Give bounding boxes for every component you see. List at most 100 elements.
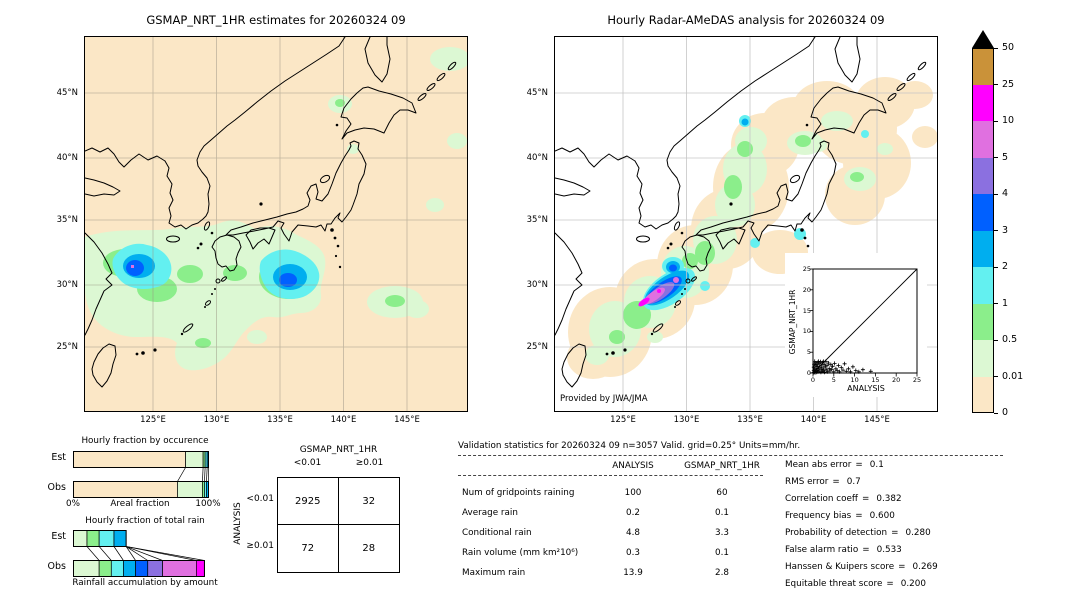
- stats-row: Rain volume (mm km²10⁶) 0.3 0.1: [458, 548, 1003, 562]
- stat-label: Maximum rain: [462, 568, 526, 578]
- lat-tick-label: 45°N: [56, 88, 78, 98]
- contingency-cell: 72: [278, 525, 339, 572]
- contingency-table: 2925 32 72 28: [277, 477, 400, 573]
- inset-y-tick: 15: [802, 306, 811, 315]
- colorbar-segment: [972, 230, 994, 267]
- areal-fraction-100: 100%: [195, 499, 221, 509]
- stat-label: Num of gridpoints raining: [462, 488, 575, 498]
- precip-colorbar: 50 25 10 5 4 3 2 1 0.5 0.01 0: [972, 30, 1034, 430]
- equals-sign: =: [886, 579, 894, 589]
- stat-analysis-value: 0.2: [626, 508, 640, 518]
- areal-fraction-0: 0%: [66, 499, 80, 509]
- lat-tick-label: 40°N: [526, 153, 548, 163]
- stats-row: Average rain 0.2 0.1: [458, 508, 1003, 522]
- lat-tick-label: 45°N: [526, 88, 548, 98]
- stat-gsmap-value: 3.3: [715, 528, 729, 538]
- inset-x-tick: 10: [850, 376, 859, 384]
- inset-x-tick: 5: [831, 376, 836, 384]
- colorbar-tick-label: 0: [1002, 407, 1009, 418]
- stat-analysis-value: 13.9: [623, 568, 643, 578]
- contingency-cell: 2925: [278, 478, 339, 525]
- inset-y-tick: 25: [802, 265, 811, 273]
- score-value: 0.600: [869, 511, 895, 521]
- stats-header: Validation statistics for 20260324 09 n=…: [458, 441, 801, 451]
- contingency-col-label: <0.01: [293, 458, 322, 468]
- grid-layer: [85, 37, 467, 411]
- stat-label: Average rain: [462, 508, 518, 518]
- totalrain-bars: [73, 530, 205, 577]
- lon-tick-label: 135°E: [267, 415, 293, 425]
- colorbar-segment: [972, 376, 994, 413]
- contingency-row-axis: ANALYSIS: [233, 502, 243, 545]
- lon-tick-label: 135°E: [737, 415, 763, 425]
- colorbar-tick: [994, 157, 998, 158]
- score-row: Frequency bias = 0.600: [785, 511, 895, 521]
- colorbar-tick-label: 0.5: [1002, 334, 1018, 345]
- inset-y-tick: 10: [802, 327, 811, 336]
- colorbar-tick: [994, 266, 998, 268]
- lat-tick-label: 35°N: [526, 215, 548, 225]
- colorbar-tick-label: 25: [1002, 78, 1015, 90]
- gsmap-map: [84, 36, 470, 412]
- stat-gsmap-value: 2.8: [715, 568, 729, 578]
- score-row: Mean abs error = 0.1: [785, 460, 884, 470]
- colorbar-tick-label: 4: [1002, 188, 1009, 199]
- est-row-label: Est: [51, 531, 66, 542]
- colorbar-tick-label: 2: [1002, 261, 1009, 272]
- colorbar-tick-label: 50: [1002, 42, 1015, 53]
- contingency-row-label: ≥0.01: [246, 541, 274, 551]
- inset-y-tick: 0: [806, 369, 811, 377]
- score-row: Hanssen & Kuipers score = 0.269: [785, 562, 938, 572]
- colorbar-tick-label: 10: [1002, 115, 1015, 126]
- lon-tick-label: 140°E: [330, 415, 357, 425]
- score-label: Correlation coeff: [785, 494, 858, 504]
- equals-sign: =: [855, 511, 863, 521]
- colorbar-segment: [972, 121, 994, 158]
- occurrence-bars: [73, 451, 209, 498]
- score-value: 0.200: [900, 579, 926, 589]
- inset-xlabel: ANALYSIS: [847, 384, 885, 393]
- lat-tick-label: 30°N: [526, 280, 548, 290]
- colorbar-tick: [994, 303, 998, 304]
- stats-row: Conditional rain 4.8 3.3: [458, 528, 1003, 542]
- colorbar-segment: [972, 48, 994, 85]
- colorbar-tick: [994, 120, 998, 122]
- score-value: 0.382: [876, 494, 902, 504]
- equals-sign: =: [832, 477, 840, 487]
- divider: [458, 455, 1003, 456]
- score-label: False alarm ratio: [785, 545, 859, 555]
- occurrence-chart-title: Hourly fraction by occurence: [81, 436, 209, 446]
- gsmap-precip-layer: [85, 47, 470, 371]
- equals-sign: =: [891, 528, 899, 538]
- score-label: Frequency bias: [785, 511, 852, 521]
- colorbar-frame: [972, 48, 994, 413]
- contingency-col-label: ≥0.01: [355, 458, 384, 468]
- inset-x-tick: 0: [810, 376, 816, 384]
- colorbar-segment: [972, 340, 994, 377]
- colorbar-segment: [972, 84, 994, 121]
- score-row: Correlation coeff = 0.382: [785, 494, 902, 504]
- radar-amedas-map: 0 5 10 15 20 25 0 5 10 15 20 25 ANALYSIS…: [554, 36, 938, 412]
- stat-analysis-value: 100: [624, 488, 642, 498]
- lat-tick-label: 25°N: [56, 342, 78, 352]
- stat-analysis-value: 0.3: [626, 548, 640, 558]
- stat-label: Conditional rain: [462, 528, 532, 538]
- contingency-cell: 32: [338, 478, 399, 525]
- inset-ylabel: GSMAP_NRT_1HR: [788, 289, 797, 355]
- gsmap-map-canvas: [84, 36, 470, 411]
- score-row: Equitable threat score = 0.200: [785, 579, 926, 589]
- contingency-row-label: <0.01: [246, 494, 274, 504]
- stat-analysis-value: 4.8: [626, 528, 640, 538]
- stats-col-analysis: ANALYSIS: [612, 461, 654, 471]
- lon-tick-label: 125°E: [140, 415, 166, 425]
- colorbar-tick-label: 1: [1002, 297, 1009, 309]
- stats-row: Maximum rain 13.9 2.8: [458, 568, 1003, 582]
- lat-tick-label: 25°N: [526, 342, 548, 352]
- obs-row-label: Obs: [47, 561, 66, 572]
- score-row: Probability of detection = 0.280: [785, 528, 931, 538]
- inset-x-tick: 20: [892, 376, 901, 384]
- lat-tick-label: 35°N: [56, 215, 78, 225]
- contingency-title: GSMAP_NRT_1HR: [299, 445, 378, 455]
- equals-sign: =: [855, 460, 863, 470]
- stat-gsmap-value: 0.1: [715, 508, 729, 518]
